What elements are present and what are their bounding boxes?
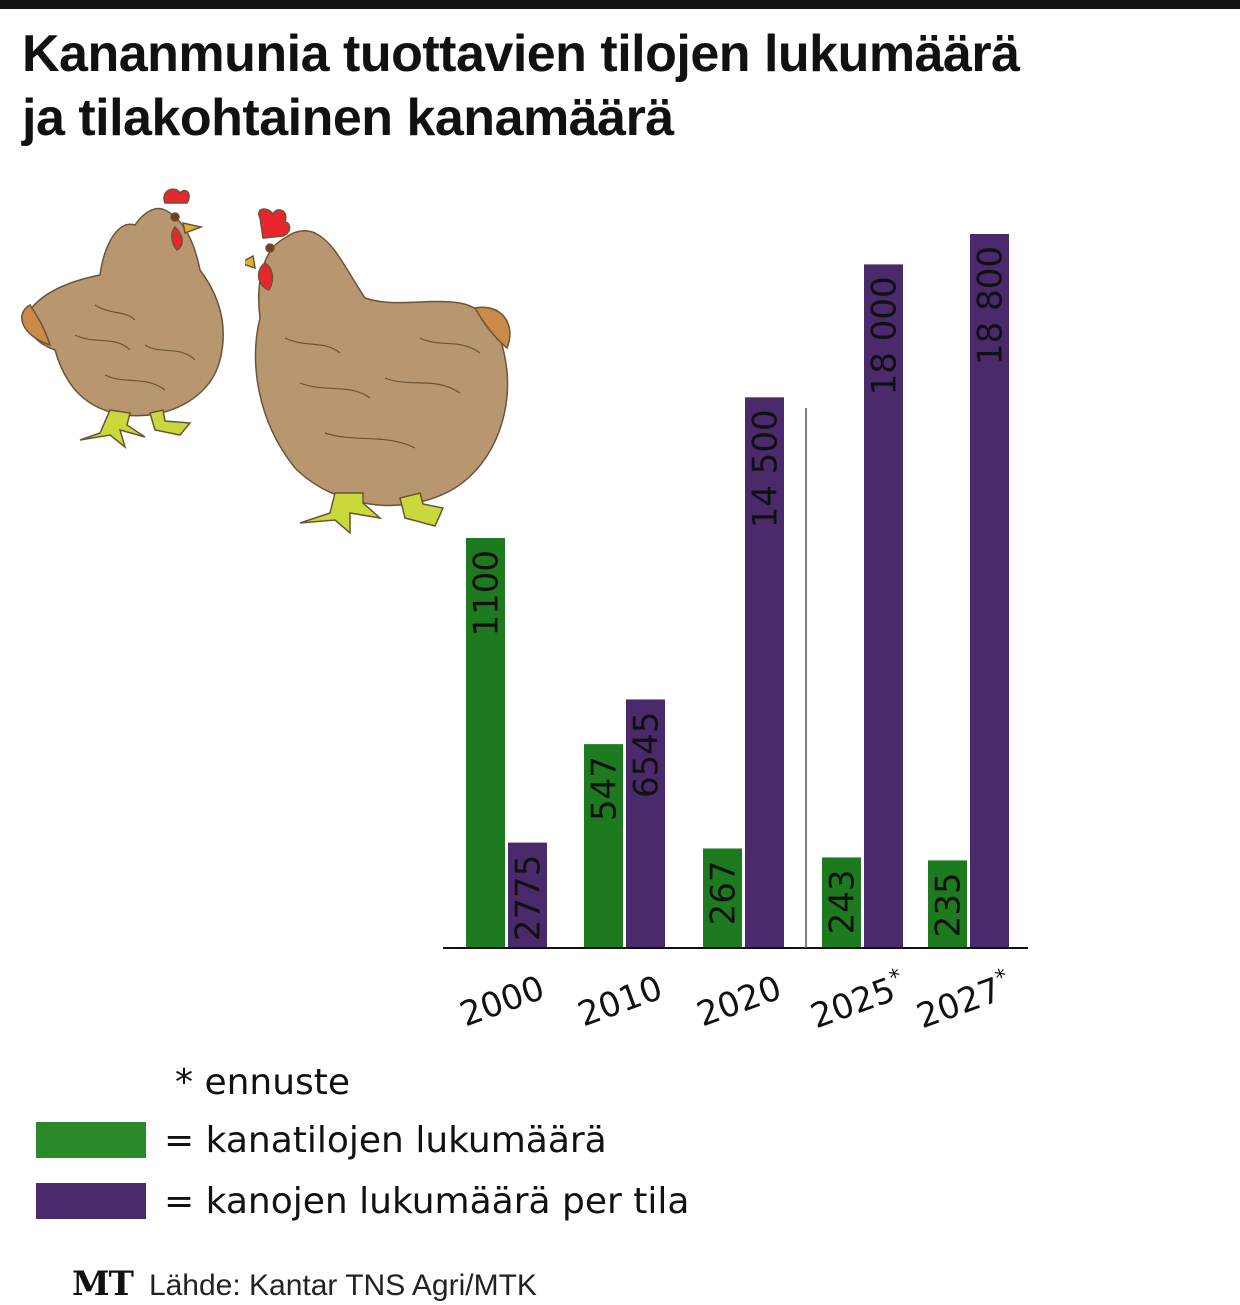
bar-hens (970, 234, 1009, 948)
bar-hens (745, 397, 784, 949)
bar-label-hens: 6545 (627, 711, 667, 798)
top-rule (0, 0, 1240, 9)
bar-farms (466, 538, 505, 948)
legend-item-hens: = kanojen lukumäärä per tila (36, 1180, 690, 1222)
chicken-icon (21, 188, 224, 450)
bar-label-hens: 18 000 (865, 276, 905, 395)
bar-label-farms: 267 (704, 860, 744, 925)
title-line-1: Kananmunia tuottavien tilojen lukumäärä (22, 25, 1020, 83)
title-line-2: ja tilakohtainen kanamäärä (22, 89, 674, 147)
bar-farms (703, 848, 742, 948)
bar-hens (508, 842, 547, 948)
legend-label-hens: = kanojen lukumäärä per tila (164, 1180, 690, 1222)
bar-farms (584, 744, 623, 948)
bar-label-hens: 14 500 (746, 409, 786, 528)
x-tick-label: 2010 (573, 968, 668, 1035)
source-line: MT Lähde: Kantar TNS Agri/MTK (72, 1264, 537, 1304)
bar-label-farms: 235 (929, 872, 969, 937)
bar-farms (822, 857, 861, 948)
source-text: Lähde: Kantar TNS Agri/MTK (148, 1269, 537, 1302)
bar-label-farms: 243 (823, 869, 863, 934)
chart-title: Kananmunia tuottavien tilojen lukumäärä … (22, 22, 1222, 150)
bar-farms (928, 860, 967, 948)
mt-logo: MT (72, 1264, 134, 1304)
chicken-icon (245, 208, 511, 535)
forecast-note: * ennuste (175, 1062, 351, 1103)
x-tick-label: 2025* (805, 964, 911, 1037)
legend-swatch-purple (36, 1183, 146, 1219)
bar-label-hens: 2775 (509, 855, 549, 942)
x-tick-label: 2027* (911, 964, 1017, 1037)
bar-hens (864, 264, 903, 949)
x-tick-label: 2020 (692, 968, 787, 1035)
bar-label-hens: 18 800 (971, 246, 1011, 365)
bar-label-farms: 547 (585, 756, 625, 821)
bar-label-farms: 1100 (467, 550, 507, 637)
legend-label-farms: = kanatilojen lukumäärä (164, 1119, 607, 1161)
legend-item-farms: = kanatilojen lukumäärä (36, 1119, 607, 1161)
x-tick-label: 2000 (455, 968, 550, 1035)
legend-swatch-green (36, 1122, 146, 1158)
bar-hens (626, 699, 665, 948)
